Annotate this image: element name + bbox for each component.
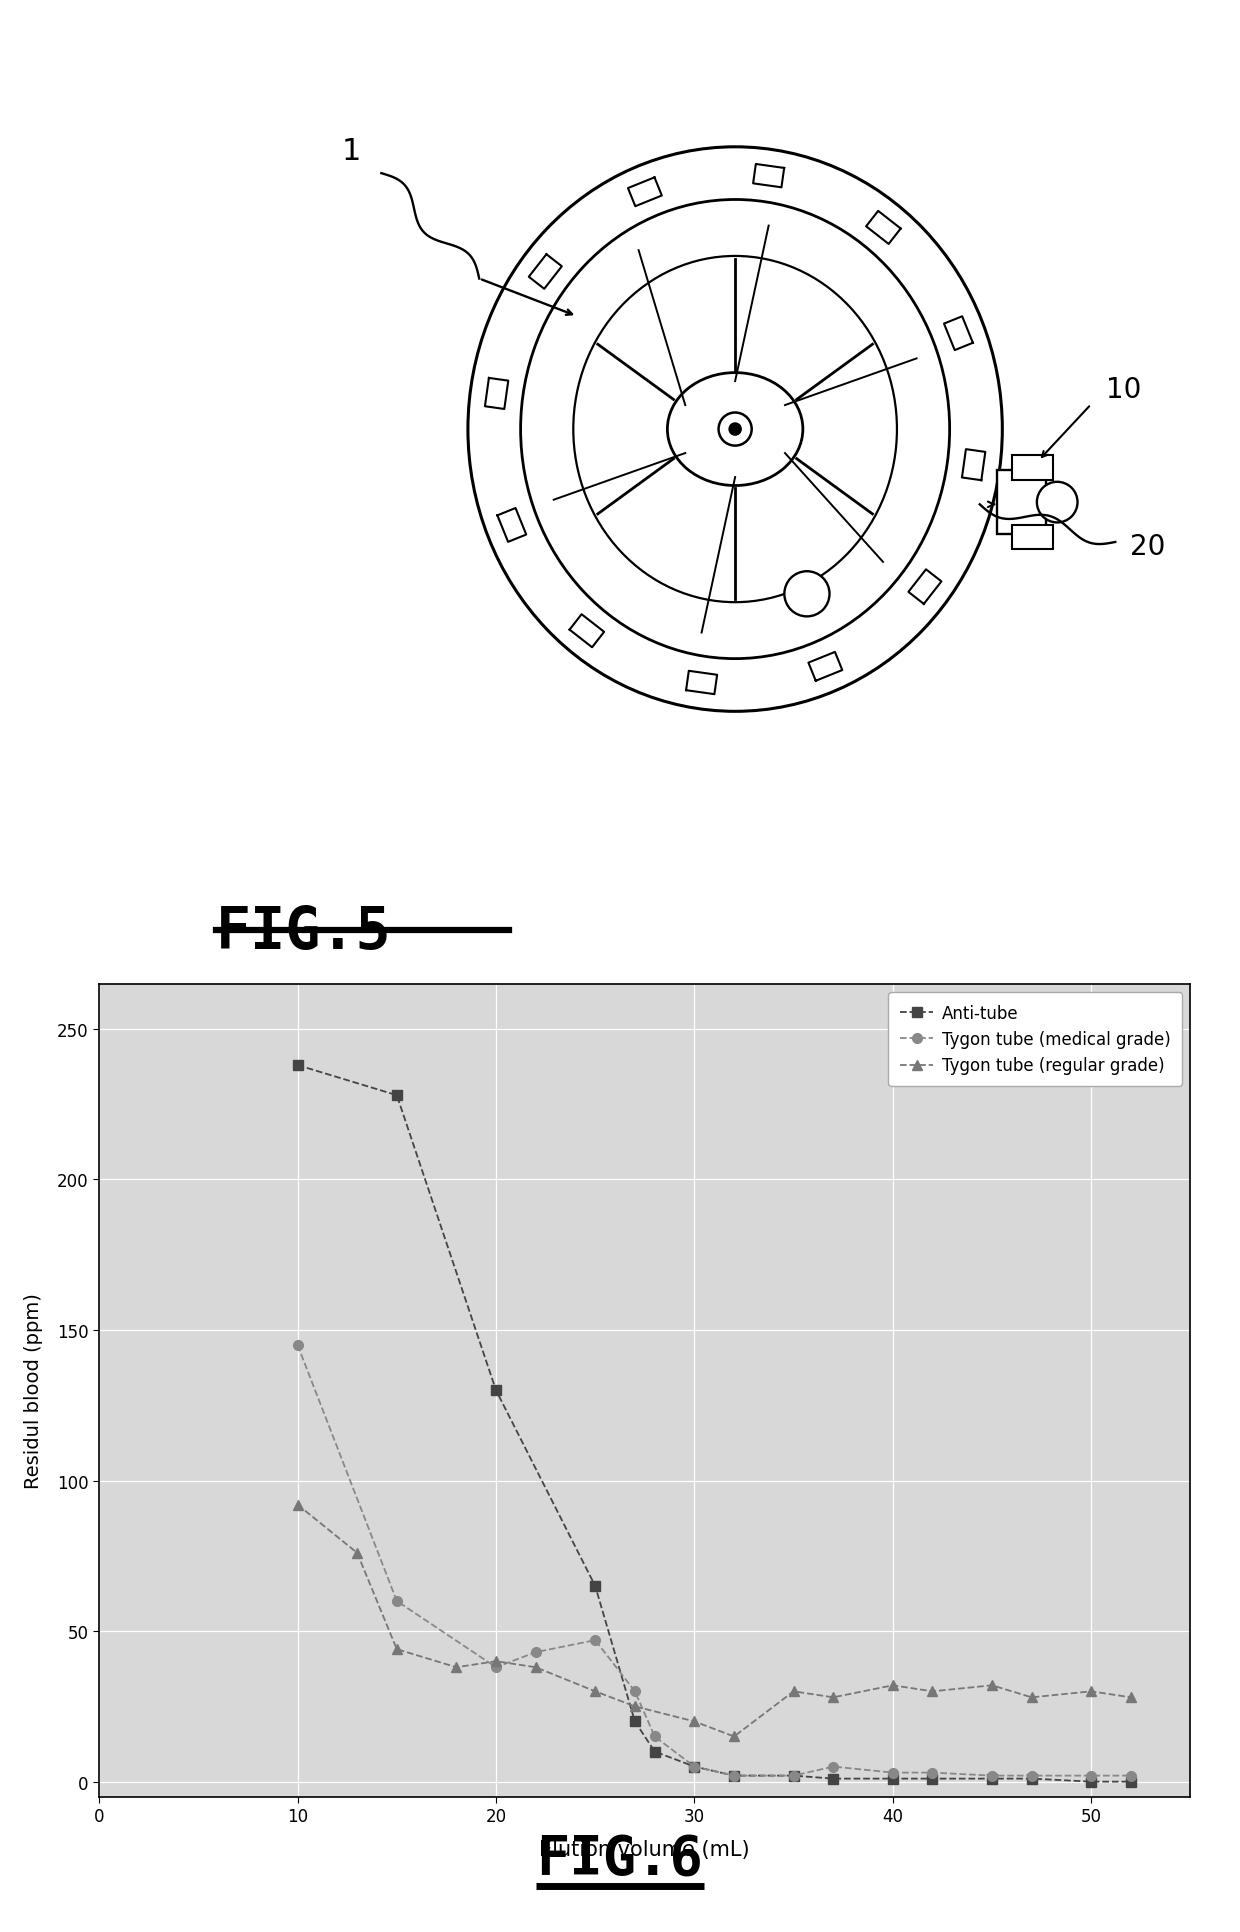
Line: Tygon tube (medical grade): Tygon tube (medical grade) [293,1341,1136,1781]
Bar [997,471,1045,535]
Tygon tube (medical grade) [389,1590,404,1613]
Tygon tube (regular grade) [389,1638,404,1662]
Tygon tube (regular grade) [449,1656,464,1679]
Tygon tube (medical grade) [885,1762,900,1785]
Text: FIG.5: FIG.5 [216,904,392,960]
Tygon tube (regular grade) [350,1542,365,1565]
Tygon tube (regular grade) [985,1673,999,1696]
Tygon tube (medical grade) [528,1640,543,1663]
Tygon tube (medical grade) [588,1629,603,1652]
Text: 20: 20 [1131,533,1166,560]
Anti-tube [588,1575,603,1598]
Line: Anti-tube: Anti-tube [293,1061,1136,1787]
Anti-tube [1123,1770,1138,1793]
Tygon tube (medical grade) [1084,1764,1099,1787]
Bar [1012,456,1054,481]
Tygon tube (medical grade) [1123,1764,1138,1787]
Text: 1: 1 [341,137,361,166]
Tygon tube (regular grade) [1123,1687,1138,1710]
Circle shape [728,423,742,437]
Ellipse shape [667,373,802,487]
Text: 10: 10 [1106,377,1142,404]
Anti-tube [627,1710,642,1733]
Legend: Anti-tube, Tygon tube (medical grade), Tygon tube (regular grade): Anti-tube, Tygon tube (medical grade), T… [888,993,1182,1086]
Tygon tube (regular grade) [1024,1687,1039,1710]
Anti-tube [290,1055,305,1078]
Anti-tube [1024,1768,1039,1791]
Anti-tube [786,1764,801,1787]
Tygon tube (regular grade) [528,1656,543,1679]
Tygon tube (medical grade) [1024,1764,1039,1787]
Tygon tube (regular grade) [826,1687,841,1710]
Anti-tube [389,1084,404,1107]
X-axis label: Elution volume (mL): Elution volume (mL) [539,1839,750,1859]
Tygon tube (regular grade) [786,1679,801,1702]
Anti-tube [1084,1770,1099,1793]
Tygon tube (medical grade) [786,1764,801,1787]
Tygon tube (medical grade) [925,1762,940,1785]
Anti-tube [826,1768,841,1791]
Tygon tube (medical grade) [290,1333,305,1356]
Anti-tube [687,1754,702,1777]
Tygon tube (regular grade) [489,1650,503,1673]
Anti-tube [925,1768,940,1791]
Anti-tube [985,1768,999,1791]
Tygon tube (medical grade) [687,1754,702,1777]
Tygon tube (regular grade) [588,1679,603,1702]
Tygon tube (medical grade) [727,1764,742,1787]
Tygon tube (regular grade) [1084,1679,1099,1702]
Tygon tube (regular grade) [727,1725,742,1748]
Tygon tube (regular grade) [925,1679,940,1702]
Anti-tube [489,1379,503,1403]
Tygon tube (regular grade) [290,1493,305,1517]
Anti-tube [885,1768,900,1791]
Tygon tube (medical grade) [985,1764,999,1787]
Tygon tube (regular grade) [687,1710,702,1733]
Circle shape [1037,483,1078,524]
Circle shape [785,572,830,616]
Line: Tygon tube (regular grade): Tygon tube (regular grade) [293,1499,1136,1741]
Tygon tube (medical grade) [489,1656,503,1679]
Tygon tube (regular grade) [627,1694,642,1718]
Text: FIG.6: FIG.6 [537,1832,703,1886]
Anti-tube [647,1741,662,1764]
Tygon tube (medical grade) [826,1754,841,1777]
Tygon tube (regular grade) [885,1673,900,1696]
Tygon tube (medical grade) [627,1679,642,1702]
Bar [1012,526,1054,549]
Anti-tube [727,1764,742,1787]
Y-axis label: Residul blood (ppm): Residul blood (ppm) [25,1293,43,1488]
Circle shape [718,413,751,446]
Tygon tube (medical grade) [647,1725,662,1748]
